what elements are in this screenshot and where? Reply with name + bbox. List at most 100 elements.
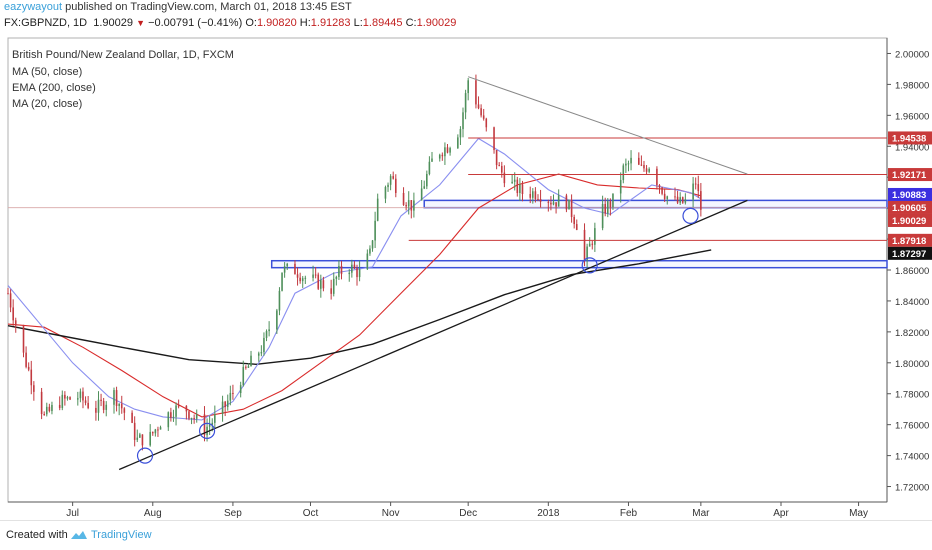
candle-up	[387, 184, 389, 188]
created-with-label: Created with	[6, 529, 68, 541]
support-zone	[423, 199, 888, 209]
candle-up	[374, 220, 376, 241]
candle-down	[402, 192, 405, 205]
candle-up	[679, 197, 681, 203]
candle-down	[296, 274, 299, 278]
candle-up	[619, 180, 622, 194]
candle-up	[263, 337, 265, 353]
legend-ema200[interactable]: EMA (200, close)	[12, 82, 96, 94]
candle-down	[170, 412, 172, 418]
candle-down	[9, 293, 12, 308]
candle-up	[250, 355, 252, 367]
candle-up	[286, 263, 289, 267]
candle-up	[118, 403, 120, 406]
candle-down	[529, 193, 532, 198]
candle-up	[420, 188, 423, 201]
high-value: 1.91283	[310, 17, 351, 29]
candle-up	[338, 265, 340, 277]
candle-down	[591, 243, 594, 245]
candle-up	[301, 278, 304, 282]
price-label-text: 1.92171	[892, 170, 927, 181]
low-label: L:	[353, 17, 363, 29]
candle-up	[606, 201, 609, 214]
candle-up	[260, 352, 263, 354]
candle-up	[464, 93, 467, 113]
price-chart[interactable]: British Pound/New Zealand Dollar, 1D, FX…	[0, 0, 932, 520]
legend-ma20[interactable]: MA (20, close)	[12, 98, 82, 110]
candle-up	[276, 310, 278, 330]
candle-down	[7, 293, 9, 295]
candle-up	[195, 414, 198, 419]
candle-down	[516, 179, 519, 193]
candle-down	[151, 431, 154, 434]
candle-down	[115, 390, 118, 406]
x-tick-label: Apr	[773, 508, 789, 519]
candle-down	[663, 193, 666, 199]
candle-up	[149, 431, 151, 446]
candle-down	[550, 202, 552, 205]
candle-down	[193, 417, 195, 419]
touch-circle	[198, 422, 216, 439]
symbol-ohlc-bar: FX:GBPNZD, 1D 1.90029 ▼ −0.00791 (−0.41%…	[4, 17, 456, 29]
candle-down	[656, 168, 658, 186]
candle-down	[697, 184, 700, 192]
candle-up	[281, 272, 283, 291]
author-link[interactable]: eazywayout	[4, 1, 63, 13]
candle-down	[356, 268, 358, 278]
candle-down	[48, 406, 51, 412]
y-tick-label: 1.76000	[895, 421, 929, 432]
candle-up	[139, 434, 141, 438]
candle-up	[376, 198, 379, 221]
y-tick-label: 1.96000	[895, 111, 929, 122]
candle-down	[609, 201, 612, 207]
candle-down	[40, 391, 43, 415]
legend-ma50[interactable]: MA (50, close)	[12, 66, 82, 78]
candle-up	[462, 112, 464, 130]
candle-up	[351, 264, 353, 273]
candle-down	[694, 183, 697, 185]
candle-up	[459, 129, 462, 138]
candle-up	[666, 196, 669, 199]
candle-down	[583, 229, 586, 260]
candle-down	[674, 196, 676, 198]
price-label-box	[888, 168, 932, 182]
candle-down	[539, 199, 542, 202]
open-label: O:	[245, 17, 257, 29]
candle-up	[190, 417, 193, 419]
y-tick-label: 1.78000	[895, 390, 929, 401]
candle-up	[247, 366, 250, 368]
tradingview-brand[interactable]: TradingView	[91, 529, 152, 541]
x-tick-label: Dec	[459, 508, 477, 519]
candle-down	[661, 187, 663, 194]
candle-down	[299, 277, 301, 282]
support-zone	[270, 259, 888, 269]
candle-down	[314, 274, 317, 276]
candle-up	[175, 405, 177, 417]
candle-up	[77, 398, 79, 400]
candle-down	[521, 184, 524, 194]
candle-down	[100, 399, 102, 401]
touch-circle	[581, 257, 598, 274]
candle-up	[588, 243, 591, 247]
candle-down	[131, 412, 133, 423]
price-change: −0.00791 (−0.41%)	[148, 17, 243, 29]
candle-down	[102, 400, 105, 410]
candle-down	[33, 385, 35, 392]
candle-up	[407, 200, 410, 207]
candle-down	[477, 104, 480, 109]
candle-up	[622, 165, 625, 181]
candle-down	[203, 414, 206, 436]
tradingview-logo-icon	[71, 531, 87, 539]
candle-up	[426, 174, 428, 187]
candle-up	[51, 404, 53, 412]
candle-up	[229, 392, 232, 401]
candle-down	[547, 201, 550, 203]
candle-up	[320, 280, 322, 289]
open-value: 1.90820	[256, 17, 297, 29]
price-label-box	[888, 246, 932, 260]
candle-down	[485, 118, 488, 128]
candle-up	[335, 276, 338, 279]
candle-up	[467, 80, 469, 94]
published-text: published on TradingView.com, March 01, …	[65, 1, 352, 13]
candle-down	[87, 402, 89, 408]
